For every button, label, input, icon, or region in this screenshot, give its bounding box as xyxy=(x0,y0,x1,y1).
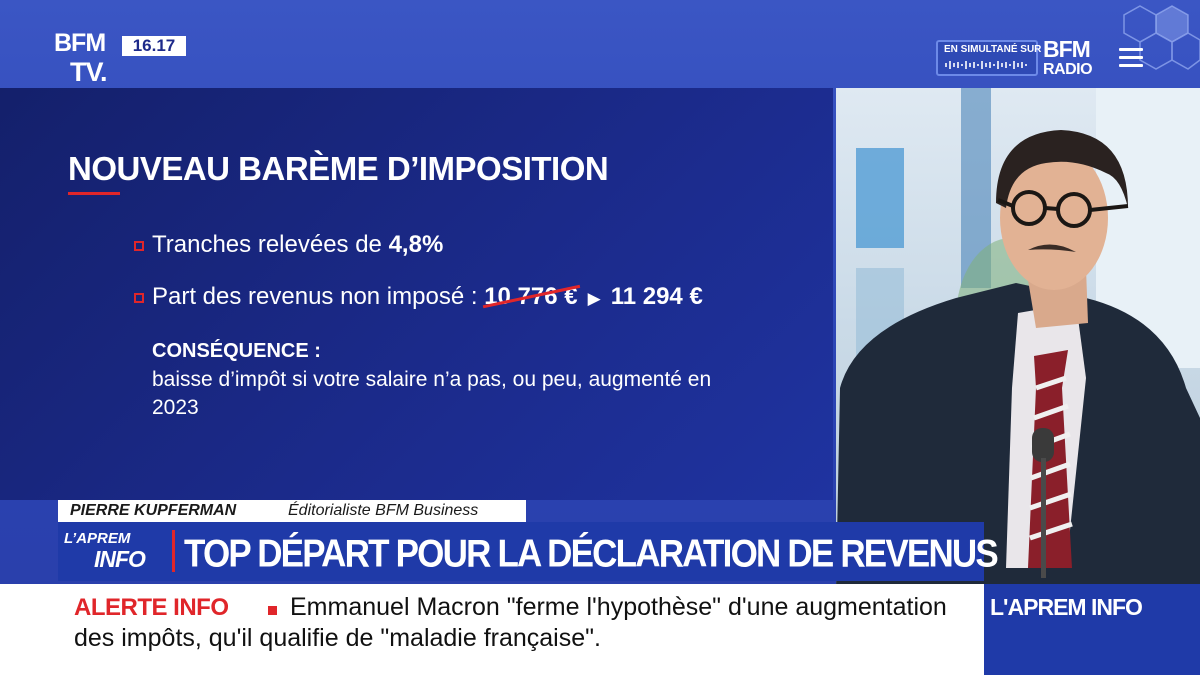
menu-icon[interactable] xyxy=(1119,48,1143,68)
guest-video xyxy=(836,130,1200,588)
clock: 16.17 xyxy=(122,36,186,56)
bullet-square xyxy=(134,241,144,251)
audio-wave-icon xyxy=(945,61,1027,69)
title-underline xyxy=(68,192,120,195)
ticker-show-name: L'APREM INFO xyxy=(990,594,1143,620)
show-logo: L’APREM INFO xyxy=(64,530,164,572)
headline: TOP DÉPART POUR LA DÉCLARATION DE REVENU… xyxy=(184,532,999,576)
consequence-label: CONSÉQUENCE : xyxy=(152,340,321,362)
alert-label: ALERTE INFO xyxy=(74,594,229,621)
old-value-strikethrough: 10 776 € xyxy=(484,283,578,310)
radio-logo-top: BFM xyxy=(1043,36,1091,62)
headline-bar: L’APREM INFO TOP DÉPART POUR LA DÉCLARAT… xyxy=(58,522,999,581)
new-value: 11 294 € xyxy=(610,283,703,310)
guest-role: Éditorialiste BFM Business xyxy=(288,502,479,519)
bullet-square xyxy=(134,293,144,303)
consequence-text: baisse d’impôt si votre salaire n’a pas,… xyxy=(152,368,712,419)
ticker-text: Emmanuel Macron "ferme l'hypothèse" d'un… xyxy=(74,593,947,652)
show-logo-top: L’APREM xyxy=(64,530,131,547)
bracket-text: Tranches relevées de xyxy=(152,231,389,258)
hexagon-pattern-icon xyxy=(1123,5,1200,70)
bfm-logo-top: BFM xyxy=(54,29,106,57)
simulcast-badge: EN SIMULTANÉ SUR xyxy=(936,40,1042,76)
panel-title: NOUVEAU BARÈME D’IMPOSITION xyxy=(68,150,609,187)
tax-free-line: Part des revenus non imposé : 10 776 € ▶ 1… xyxy=(152,283,703,311)
show-logo-bottom: INFO xyxy=(94,546,146,572)
bracket-line: Tranches relevées de 4,8% xyxy=(152,231,443,259)
tax-free-text: Part des revenus non imposé : xyxy=(152,283,485,310)
radio-logo-bottom: RADIO xyxy=(1043,61,1093,78)
bfm-logo-bottom: TV. xyxy=(70,57,108,87)
bracket-value: 4,8% xyxy=(388,231,444,258)
headline-separator xyxy=(172,530,175,572)
ticker-show-tag: L'APREM INFO xyxy=(984,584,1200,675)
arrow-right-icon: ▶ xyxy=(587,289,601,308)
guest-name: PIERRE KUPFERMAN xyxy=(70,502,237,519)
guest-name-bar: PIERRE KUPFERMAN Éditorialiste BFM Busin… xyxy=(58,500,526,522)
news-ticker: Emmanuel Macron "ferme l'hypothèse" d'un… xyxy=(0,584,984,675)
simulcast-label: EN SIMULTANÉ SUR xyxy=(944,44,1042,55)
alert-square-icon xyxy=(268,606,277,615)
